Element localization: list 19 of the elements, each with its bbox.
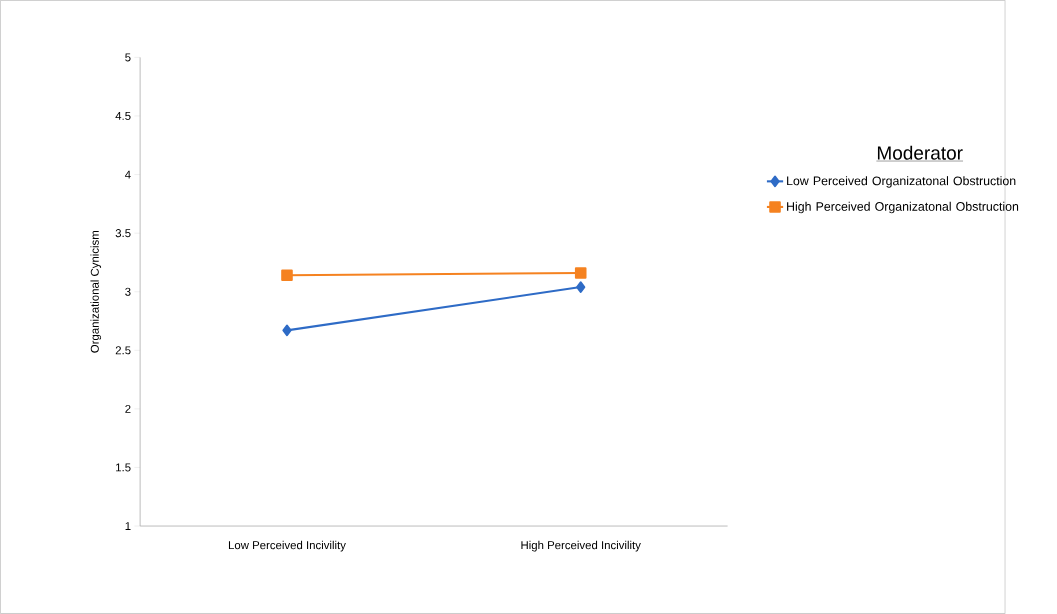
legend-label: Low Perceived Organizatonal Obstruction [787, 176, 1016, 188]
y-tick-label: 4 [124, 170, 131, 179]
x-tick-label: Low Perceived Incivility [228, 540, 346, 552]
legend-label: High Perceived Organizatonal Obstruction [787, 201, 1019, 214]
y-tick-label: 5 [125, 53, 131, 62]
y-tick-label: 4.5 [115, 112, 131, 121]
y-tick-label: 3 [125, 287, 131, 296]
y-tick-label: 1 [125, 522, 131, 531]
y-tick-label: 3.5 [115, 229, 131, 238]
point [282, 324, 292, 337]
x-tick-label: High Perceived Incivility [521, 540, 641, 552]
point [281, 269, 293, 282]
y-axis-title: Organizational Cynicism [90, 231, 102, 353]
y-tick-label: 1.5 [116, 463, 131, 472]
y-tick-label: 2.5 [115, 346, 131, 355]
point [574, 267, 587, 279]
y-tick-label: 2 [125, 404, 131, 413]
legend-title: Moderator [877, 145, 963, 160]
point [576, 281, 586, 293]
